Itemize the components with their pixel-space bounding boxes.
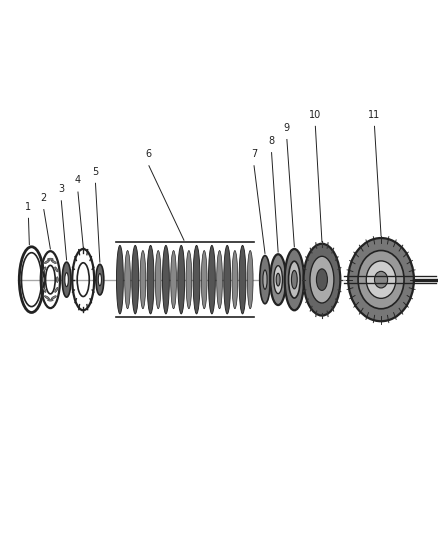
Ellipse shape [98, 273, 102, 286]
Ellipse shape [55, 267, 58, 272]
Ellipse shape [44, 260, 49, 263]
Ellipse shape [96, 264, 104, 295]
Text: 11: 11 [368, 110, 381, 120]
Ellipse shape [140, 251, 146, 309]
Ellipse shape [374, 271, 388, 288]
Ellipse shape [224, 245, 231, 314]
Text: 9: 9 [284, 123, 290, 133]
Text: 1: 1 [25, 202, 32, 212]
Ellipse shape [274, 265, 283, 294]
Ellipse shape [43, 267, 46, 272]
Text: 8: 8 [268, 136, 275, 146]
Ellipse shape [310, 256, 334, 303]
Ellipse shape [62, 262, 71, 297]
Ellipse shape [270, 254, 286, 305]
Ellipse shape [208, 245, 215, 314]
Ellipse shape [358, 251, 404, 309]
Ellipse shape [285, 249, 304, 310]
Ellipse shape [193, 245, 200, 314]
Ellipse shape [125, 251, 131, 309]
Ellipse shape [239, 245, 246, 314]
Ellipse shape [162, 245, 170, 314]
Ellipse shape [43, 287, 46, 293]
Ellipse shape [178, 245, 185, 314]
Ellipse shape [232, 251, 238, 309]
Ellipse shape [47, 299, 53, 301]
Text: 10: 10 [309, 110, 321, 120]
Ellipse shape [247, 251, 253, 309]
Ellipse shape [348, 238, 414, 321]
Ellipse shape [44, 296, 49, 299]
Text: 5: 5 [92, 167, 99, 177]
Ellipse shape [57, 277, 58, 282]
Ellipse shape [366, 261, 396, 298]
Ellipse shape [291, 270, 297, 289]
Ellipse shape [117, 245, 124, 314]
Ellipse shape [201, 251, 207, 309]
Ellipse shape [51, 296, 57, 299]
Text: 6: 6 [146, 149, 152, 159]
Ellipse shape [316, 269, 328, 290]
Ellipse shape [47, 258, 53, 260]
Ellipse shape [186, 251, 192, 309]
Text: 3: 3 [58, 184, 64, 194]
Ellipse shape [304, 244, 340, 316]
Ellipse shape [155, 251, 161, 309]
Ellipse shape [289, 261, 300, 298]
Ellipse shape [65, 273, 68, 287]
Ellipse shape [132, 245, 139, 314]
Text: 7: 7 [251, 149, 257, 159]
Ellipse shape [147, 245, 154, 314]
Text: 2: 2 [41, 193, 47, 203]
Text: 4: 4 [75, 175, 81, 185]
Ellipse shape [217, 251, 223, 309]
Ellipse shape [51, 260, 57, 263]
Ellipse shape [263, 270, 267, 289]
Ellipse shape [171, 251, 177, 309]
Ellipse shape [260, 255, 270, 304]
Ellipse shape [276, 273, 280, 286]
Ellipse shape [55, 287, 58, 293]
Ellipse shape [42, 277, 44, 282]
